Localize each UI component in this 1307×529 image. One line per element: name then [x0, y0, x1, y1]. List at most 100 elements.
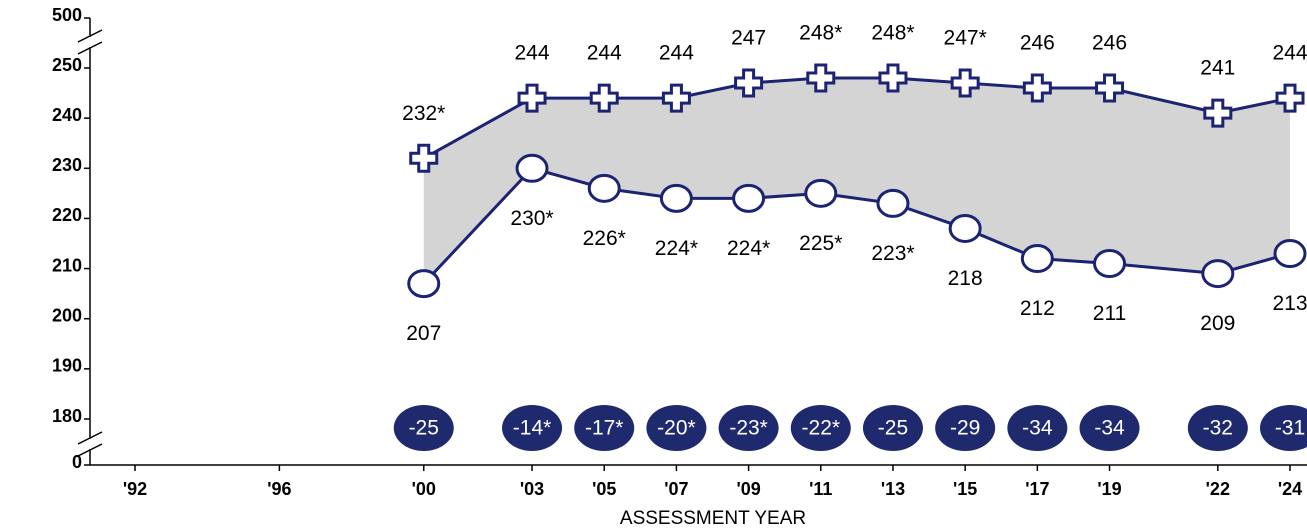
y-tick-label: 250: [52, 55, 82, 75]
circle-marker: [659, 183, 693, 213]
gap-bubble: [862, 405, 923, 451]
gap-bubble: [574, 405, 635, 451]
plus-marker: [517, 83, 547, 113]
gap-label: -25: [409, 417, 439, 440]
plus-marker: [1095, 73, 1125, 103]
gap-label: -29: [950, 417, 980, 440]
gap-label: -34: [1094, 417, 1125, 440]
circle-marker: [732, 183, 766, 213]
gap-label: -20*: [657, 417, 696, 440]
data-label: 244: [1272, 42, 1307, 65]
gap-bubble: [1007, 405, 1068, 451]
gap-bubble: [935, 405, 996, 451]
x-tick-label: '05: [592, 479, 616, 499]
y-tick-label: 180: [52, 406, 82, 426]
x-axis-title: ASSESSMENT YEAR: [620, 508, 806, 529]
plus-marker: [1022, 73, 1052, 103]
y-tick-label: 0: [72, 452, 82, 472]
axis-break: [77, 41, 103, 55]
data-label: 244: [659, 42, 694, 65]
x-tick-label: '17: [1025, 479, 1049, 499]
circle-marker: [407, 269, 441, 299]
y-tick-label: 200: [52, 305, 82, 325]
circle-marker: [876, 188, 910, 218]
gap-bubble: [1187, 405, 1248, 451]
data-label: 247: [731, 27, 766, 50]
gap-label: -34: [1022, 417, 1053, 440]
y-tick-label: 230: [52, 155, 82, 175]
x-tick-label: '92: [123, 479, 147, 499]
y-tick-label: 240: [52, 105, 82, 125]
y-tick-label: 190: [52, 356, 82, 376]
plus-marker: [806, 63, 836, 93]
data-label: 241: [1200, 57, 1235, 80]
plus-marker: [734, 68, 764, 98]
data-label: 230*: [510, 207, 553, 230]
data-label: 246: [1092, 32, 1127, 55]
gap-bubble: [502, 405, 563, 451]
data-label: 247*: [944, 27, 987, 50]
axis-break: [77, 443, 103, 457]
data-label: 209: [1200, 312, 1235, 335]
circle-marker: [515, 153, 549, 183]
gap-area: [423, 78, 1290, 284]
plus-marker: [409, 143, 439, 173]
data-label: 225*: [799, 232, 842, 255]
circle-marker: [1201, 259, 1235, 289]
data-label: 232*: [402, 102, 445, 125]
gap-bubble: [790, 405, 851, 451]
x-tick-label: '07: [664, 479, 688, 499]
data-label: 212: [1020, 297, 1055, 320]
gap-label: -32: [1203, 417, 1233, 440]
circle-marker: [1020, 244, 1054, 274]
data-label: 218: [948, 267, 983, 290]
plus-marker: [878, 63, 908, 93]
data-label: 223*: [871, 242, 914, 265]
circle-marker: [1093, 249, 1127, 279]
circle-marker: [587, 173, 621, 203]
gap-label: -23*: [729, 417, 768, 440]
plus-marker: [950, 68, 980, 98]
x-tick-label: '03: [520, 479, 544, 499]
plus-marker: [661, 83, 691, 113]
circle-marker: [1273, 239, 1307, 269]
gap-bubble: [393, 405, 454, 451]
data-label: 224*: [727, 237, 770, 260]
gap-bubble: [646, 405, 707, 451]
axis-break: [77, 29, 103, 43]
gap-label: -31: [1275, 417, 1305, 440]
circle-marker: [948, 213, 982, 243]
axis-break: [77, 431, 103, 445]
data-label: 226*: [583, 227, 626, 250]
data-label: 246: [1020, 32, 1055, 55]
x-tick-label: '11: [809, 479, 832, 499]
gap-label: -17*: [585, 417, 624, 440]
circle-marker: [804, 178, 838, 208]
gap-label: -14*: [513, 417, 552, 440]
data-label: 207: [406, 322, 441, 345]
x-tick-label: '15: [953, 479, 977, 499]
gap-bubble: [1260, 405, 1307, 451]
gap-label: -22*: [802, 417, 841, 440]
data-label: 213: [1272, 292, 1307, 315]
gap-bubble: [1079, 405, 1140, 451]
data-label: 248*: [871, 22, 914, 45]
x-tick-label: '96: [267, 479, 291, 499]
y-tick-label: 220: [52, 205, 82, 225]
plus-marker: [1275, 83, 1305, 113]
y-tick-label: 210: [52, 255, 82, 275]
plus-marker: [1203, 98, 1233, 128]
axis-break-gap: [86, 37, 94, 47]
x-tick-label: '19: [1097, 479, 1121, 499]
x-tick-label: '00: [412, 479, 436, 499]
data-label: 224*: [655, 237, 698, 260]
data-label: 211: [1093, 302, 1126, 325]
data-label: 244: [515, 42, 550, 65]
data-label: 244: [587, 42, 622, 65]
x-tick-label: '09: [736, 479, 760, 499]
x-tick-label: '24: [1278, 479, 1302, 499]
data-label: 248*: [799, 22, 842, 45]
gap-bubble: [718, 405, 779, 451]
x-tick-label: '13: [881, 479, 905, 499]
